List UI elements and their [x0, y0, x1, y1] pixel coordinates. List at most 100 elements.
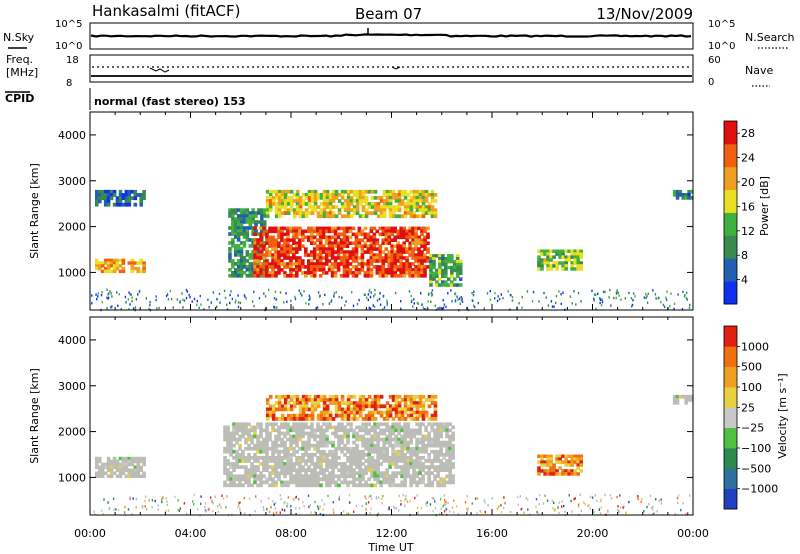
echo-cell — [367, 422, 371, 427]
echo-cell — [367, 404, 372, 409]
echo-cell — [304, 462, 308, 466]
echo-cell — [394, 410, 399, 415]
speckle-cell — [557, 506, 559, 509]
echo-cell — [396, 253, 400, 257]
echo-cell — [139, 196, 143, 201]
echo-cell — [301, 214, 306, 219]
echo-cell — [367, 465, 371, 469]
echo-cell — [304, 401, 309, 405]
speckle-cell — [130, 293, 132, 296]
echo-cell — [394, 401, 399, 405]
echo-cell — [100, 193, 105, 197]
echo-cell — [330, 244, 335, 248]
speckle-cell — [355, 504, 358, 508]
echo-cell — [402, 235, 406, 240]
echo-cell — [298, 268, 302, 272]
echo-cell — [292, 247, 296, 251]
echo-cell — [239, 232, 244, 236]
echo-cell — [334, 413, 339, 418]
echo-cell — [286, 437, 290, 442]
echo-cell — [409, 211, 414, 215]
echo-cell — [361, 425, 365, 430]
echo-cell — [265, 462, 269, 466]
speckle-cell — [662, 303, 665, 307]
echo-cell — [433, 453, 437, 457]
speckle-cell — [286, 502, 289, 505]
echo-cell — [340, 196, 345, 200]
echo-cell — [313, 437, 317, 442]
echo-cell — [412, 428, 416, 433]
speckle-cell — [93, 510, 95, 513]
echo-cell — [420, 274, 424, 278]
echo-cell — [241, 425, 245, 430]
echo-cell — [376, 202, 381, 206]
echo-cell — [253, 250, 257, 254]
echo-cell — [385, 477, 389, 482]
echo-cell — [295, 468, 299, 472]
echo-cell — [298, 265, 302, 269]
echo-cell — [372, 244, 377, 248]
echo-cell — [370, 483, 374, 488]
echo-cell — [334, 459, 338, 463]
echo-cell — [355, 465, 359, 469]
echo-cell — [408, 265, 412, 269]
echo-cell — [408, 247, 412, 251]
echo-cell — [286, 262, 290, 266]
echo-cell — [268, 205, 273, 209]
echo-cell — [346, 404, 351, 409]
echo-cell — [367, 449, 371, 454]
echo-cell — [345, 250, 350, 254]
echo-cell — [340, 462, 344, 466]
echo-cell — [358, 465, 362, 469]
speckle-cell — [131, 296, 133, 299]
echo-cell — [373, 474, 377, 479]
echo-cell — [334, 193, 339, 197]
speckle-cell — [476, 497, 479, 500]
echo-cell — [421, 449, 425, 454]
echo-cell — [109, 462, 114, 467]
echo-cell — [295, 428, 299, 433]
echo-cell — [256, 265, 260, 269]
speckle-cell — [181, 292, 183, 295]
echo-cell — [458, 262, 463, 267]
echo-cell — [142, 471, 146, 475]
echo-cell — [355, 449, 359, 454]
echo-cell — [109, 471, 114, 475]
speckle-cell — [158, 306, 160, 310]
echo-cell — [280, 202, 285, 206]
echo-cell — [301, 483, 305, 488]
echo-cell — [322, 471, 326, 475]
speckle-cell — [504, 502, 506, 505]
echo-cell — [352, 401, 357, 405]
beam-title: Beam 07 — [355, 5, 422, 23]
echo-cell — [420, 271, 424, 275]
echo-cell — [256, 253, 260, 257]
echo-cell — [248, 238, 252, 242]
echo-cell — [274, 456, 278, 460]
echo-cell — [235, 431, 239, 436]
echo-cell — [364, 196, 369, 200]
echo-cell — [265, 265, 269, 269]
echo-cell — [382, 211, 387, 215]
echo-cell — [340, 202, 345, 206]
echo-cell — [546, 255, 550, 259]
echo-cell — [361, 193, 366, 197]
echo-cell — [244, 474, 248, 479]
echo-cell — [361, 453, 365, 457]
speckle-cell — [609, 494, 611, 497]
speckle-cell — [199, 294, 201, 298]
echo-cell — [340, 428, 344, 433]
echo-cell — [396, 232, 400, 237]
echo-cell — [373, 443, 377, 448]
echo-cell — [385, 437, 389, 442]
echo-cell — [304, 211, 309, 215]
echo-cell — [244, 459, 248, 463]
echo-cell — [292, 465, 296, 469]
echo-cell — [370, 425, 374, 430]
echo-cell — [415, 459, 419, 463]
echo-cell — [283, 417, 288, 421]
echo-cell — [355, 193, 360, 197]
echo-cell — [399, 256, 403, 260]
speckle-cell — [599, 512, 602, 515]
speckle-cell — [149, 301, 151, 304]
